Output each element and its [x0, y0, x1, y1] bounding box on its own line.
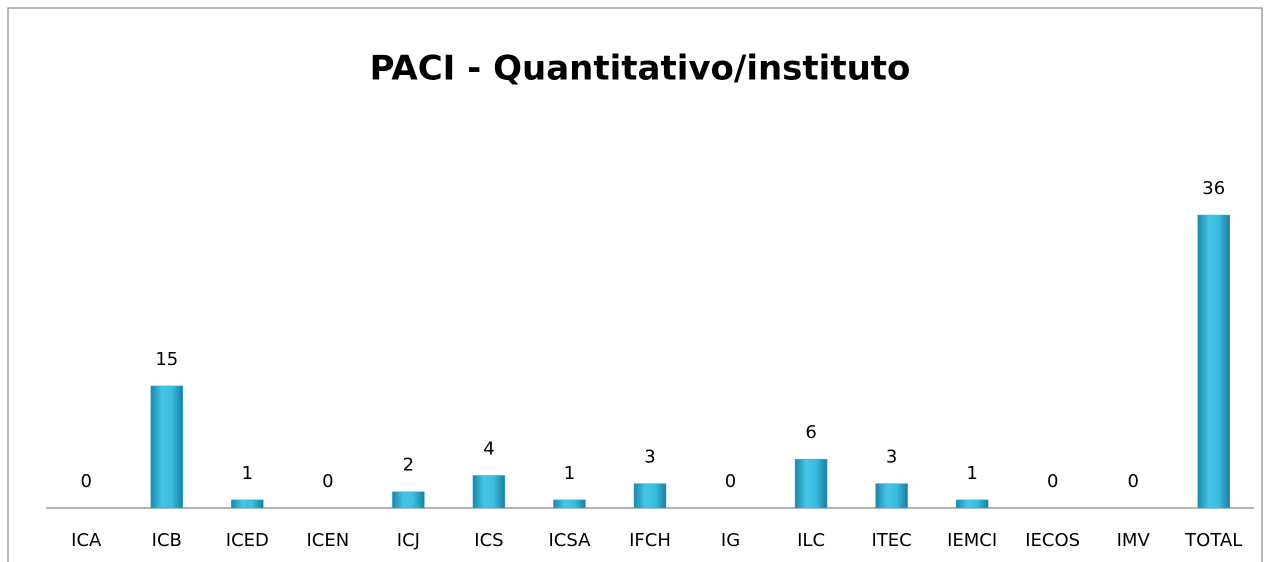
x-tick-label: ICS [474, 530, 503, 551]
data-label: 0 [1127, 471, 1138, 492]
x-tick-label: IG [721, 530, 740, 551]
data-label: 36 [1202, 178, 1225, 199]
bar [231, 499, 264, 509]
x-tick-label: ICB [152, 530, 182, 551]
x-tick-label: ICJ [397, 530, 420, 551]
data-label: 4 [483, 438, 494, 459]
x-tick-label: ICED [226, 530, 269, 551]
data-label: 0 [1047, 471, 1058, 492]
bar [553, 499, 586, 509]
bar [633, 483, 667, 509]
bar [150, 385, 184, 509]
data-label: 3 [886, 447, 897, 468]
bar [875, 483, 908, 509]
bar [1197, 214, 1230, 509]
bar [392, 491, 425, 509]
bar [794, 458, 828, 509]
data-label: 6 [805, 422, 816, 443]
data-label: 0 [81, 471, 92, 492]
bar [955, 499, 989, 509]
x-tick-label: TOTAL [1184, 530, 1242, 551]
bar [472, 475, 506, 509]
data-label: 1 [242, 463, 253, 484]
data-label: 15 [155, 349, 178, 370]
x-tick-label: ITEC [871, 530, 911, 551]
x-tick-label: IMV [1117, 530, 1151, 551]
x-tick-label: ICEN [307, 530, 350, 551]
x-tick-label: ICA [71, 530, 102, 551]
x-tick-label: IFCH [629, 530, 671, 551]
data-label: 3 [644, 447, 655, 468]
data-label: 1 [564, 463, 575, 484]
x-tick-label: ICSA [548, 530, 591, 551]
x-tick-label: IEMCI [947, 530, 997, 551]
x-tick-label: IECOS [1025, 530, 1080, 551]
data-label: 1 [966, 463, 977, 484]
chart-frame [7, 7, 1263, 562]
chart-title: PACI - Quantitativo/instituto [370, 49, 911, 89]
data-label: 0 [725, 471, 736, 492]
data-label: 0 [322, 471, 333, 492]
data-label: 2 [403, 455, 414, 476]
x-tick-label: ILC [797, 530, 825, 551]
